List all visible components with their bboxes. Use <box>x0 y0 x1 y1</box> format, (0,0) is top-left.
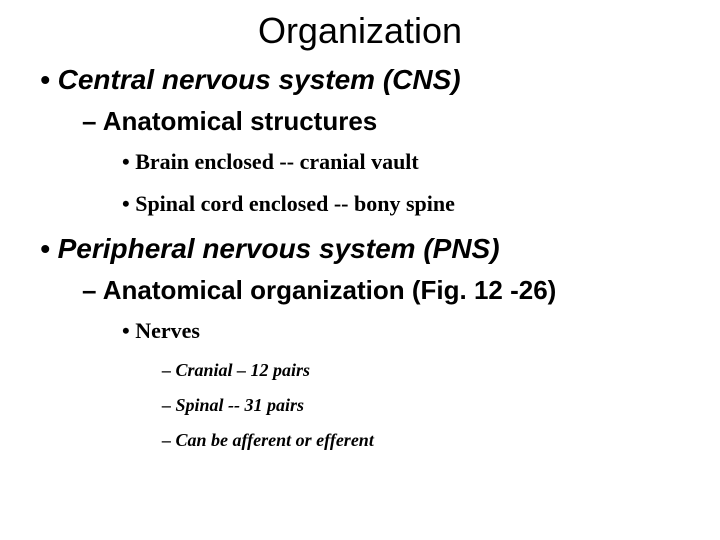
level4-item: Spinal -- 31 pairs <box>162 395 690 416</box>
level3-item: Brain enclosed -- cranial vault <box>122 149 690 175</box>
level3-item: Nerves <box>122 318 690 344</box>
level2-item: Anatomical organization (Fig. 12 -26) <box>82 275 690 306</box>
level4-item: Can be afferent or efferent <box>162 430 690 451</box>
level1-item: Central nervous system (CNS) <box>40 64 690 96</box>
level1-item: Peripheral nervous system (PNS) <box>40 233 690 265</box>
level4-item: Cranial – 12 pairs <box>162 360 690 381</box>
slide-title: Organization <box>30 10 690 52</box>
level3-item: Spinal cord enclosed -- bony spine <box>122 191 690 217</box>
level2-item: Anatomical structures <box>82 106 690 137</box>
